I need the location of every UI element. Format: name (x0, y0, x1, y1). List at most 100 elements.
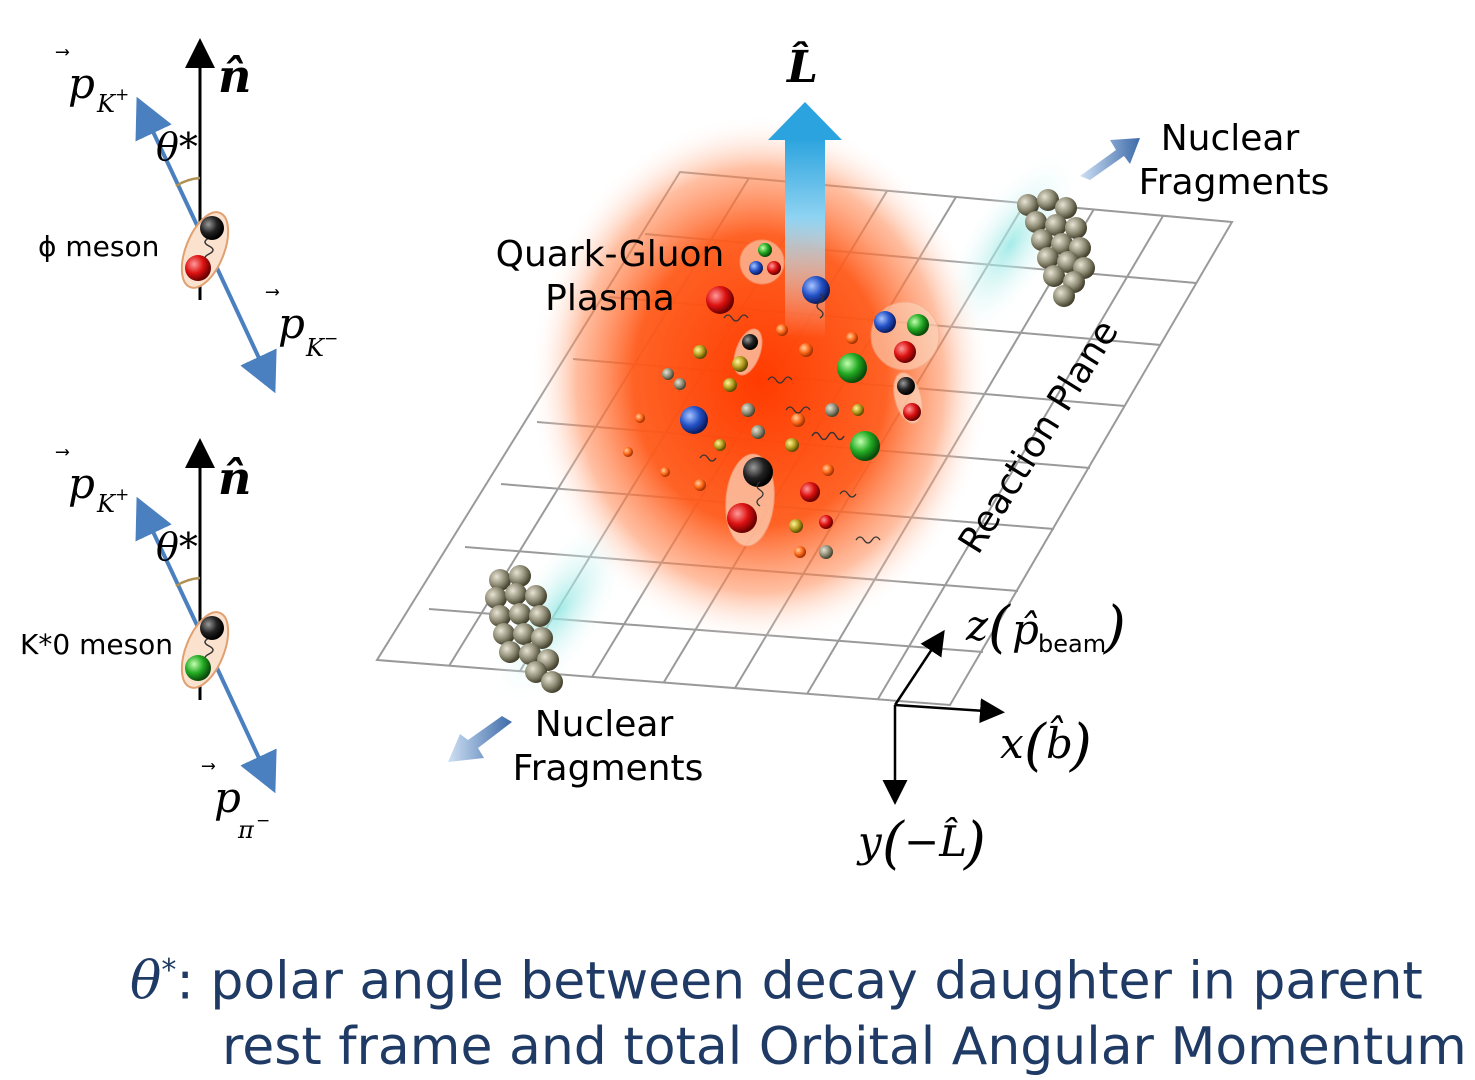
L-hat-label: L̂ (785, 40, 818, 93)
theta-star-label: θ* (156, 125, 198, 169)
quark-blue (680, 406, 708, 434)
upper-daughter-arrow (135, 96, 205, 239)
svg-text:−L̂: −L̂ (904, 815, 967, 866)
fragments-top-line1: Nuclear (1161, 118, 1300, 159)
quark-orange (791, 413, 805, 427)
p-kminus-label: p ⃗ K − (265, 289, 338, 362)
svg-text:K: K (96, 490, 117, 518)
caption-theta-star: * (161, 953, 177, 988)
quark-upper (200, 216, 224, 240)
caption: θ*: polar angle between decay daughter i… (130, 938, 1470, 1080)
svg-text:−: − (256, 811, 270, 831)
quark-red (727, 503, 757, 533)
svg-text:π: π (237, 816, 255, 844)
quark-green (758, 243, 772, 257)
svg-text:p: p (68, 59, 95, 108)
svg-text:p: p (68, 459, 95, 508)
svg-text:p̂: p̂ (1012, 605, 1039, 654)
fragment-arrow-bottom (448, 716, 512, 762)
z-axis (893, 629, 945, 706)
fragments-bottom-line2: Fragments (513, 748, 704, 789)
svg-text:x: x (1000, 719, 1024, 768)
quark-yellow (789, 519, 803, 533)
quark-orange (799, 343, 813, 357)
gluon-spring (855, 536, 881, 544)
quark-red (800, 482, 820, 502)
quark-lower (185, 655, 211, 681)
quark-green (837, 353, 867, 383)
quark-yellow (852, 404, 864, 416)
y-axis-label: y ( −L̂ ) (856, 811, 986, 876)
svg-text:): ) (1103, 595, 1126, 660)
x-axis (894, 698, 1005, 724)
theta-arc (175, 176, 201, 188)
gluon-spring (756, 481, 764, 507)
quark-gray (674, 378, 686, 390)
quark-gray (751, 425, 765, 439)
gluon-spring (785, 406, 811, 414)
kstar-meson-diagram: n̂ θ* K*0 meson p ⃗ K + p ⃗ π − (20, 438, 277, 844)
quark-orange (846, 332, 858, 344)
x-axis-label: x ( b̂ ) (1000, 713, 1092, 778)
quark-red (894, 341, 916, 363)
quark-black (742, 334, 758, 350)
caption-line2: rest frame and total Orbital Angular Mom… (222, 1017, 1467, 1078)
coordinate-axes: z ( p̂ beam ) x ( b̂ ) y ( −L̂ ) (856, 595, 1126, 876)
gluon-spring (816, 293, 824, 319)
meson-label: ϕ meson (38, 230, 159, 263)
quark-red (819, 515, 833, 529)
svg-text:⃗: ⃗ (265, 289, 280, 296)
quark-green (850, 431, 880, 461)
quark-gray (819, 545, 833, 559)
svg-text:⃗: ⃗ (55, 449, 70, 456)
n-hat-label: n̂ (218, 451, 251, 505)
quark-gluon-plasma (530, 115, 990, 645)
quark-orange (660, 467, 670, 477)
gluon-spring (767, 376, 793, 384)
quark-lower (185, 255, 211, 281)
svg-text:p: p (214, 773, 241, 822)
quark-blue (749, 261, 763, 275)
quark-orange (623, 447, 633, 457)
upper-daughter-arrow (135, 496, 205, 639)
svg-text:⃗: ⃗ (201, 763, 216, 770)
caption-line1-text: : polar angle between decay daughter in … (176, 951, 1423, 1012)
nuclear-fragments-top-cluster (1017, 189, 1095, 307)
gluon-spring (699, 454, 717, 462)
quark-blue (874, 311, 896, 333)
fragments-top-line2: Fragments (1139, 162, 1330, 203)
caption-theta: θ (130, 951, 162, 1012)
svg-text:−: − (324, 329, 338, 349)
quark-red (706, 286, 734, 314)
svg-text:b̂: b̂ (1046, 714, 1073, 768)
quark-black (743, 457, 773, 487)
qgp-label-line1: Quark-Gluon (496, 234, 725, 275)
quark-red (903, 403, 921, 421)
quark-yellow (693, 345, 707, 359)
L-arrow (768, 102, 842, 338)
quark-gray (825, 403, 839, 417)
svg-text:+: + (115, 485, 129, 505)
svg-text:beam: beam (1038, 630, 1106, 658)
quark-orange (694, 479, 706, 491)
quark-yellow (785, 438, 799, 452)
svg-text:(: ( (1024, 713, 1047, 778)
fragment-arrow-top (1080, 138, 1140, 180)
svg-text:p: p (278, 299, 305, 348)
n-hat-label: n̂ (218, 49, 251, 103)
nuclear-fragments-bottom-cluster (485, 565, 563, 693)
theta-arc (175, 576, 201, 588)
quark-upper (200, 616, 224, 640)
caption-line1: θ*: polar angle between decay daughter i… (130, 938, 1470, 1014)
svg-text:): ) (1069, 713, 1092, 778)
qgp-label-line2: Plasma (545, 278, 675, 319)
collision-scene: L̂ (375, 40, 1330, 876)
svg-text:y: y (856, 817, 883, 866)
quark-orange (635, 413, 645, 423)
svg-text:K: K (305, 334, 326, 362)
quark-red (767, 261, 781, 275)
svg-text:(: ( (882, 811, 905, 876)
svg-text:⃗: ⃗ (55, 49, 70, 56)
quark-orange (822, 464, 834, 476)
